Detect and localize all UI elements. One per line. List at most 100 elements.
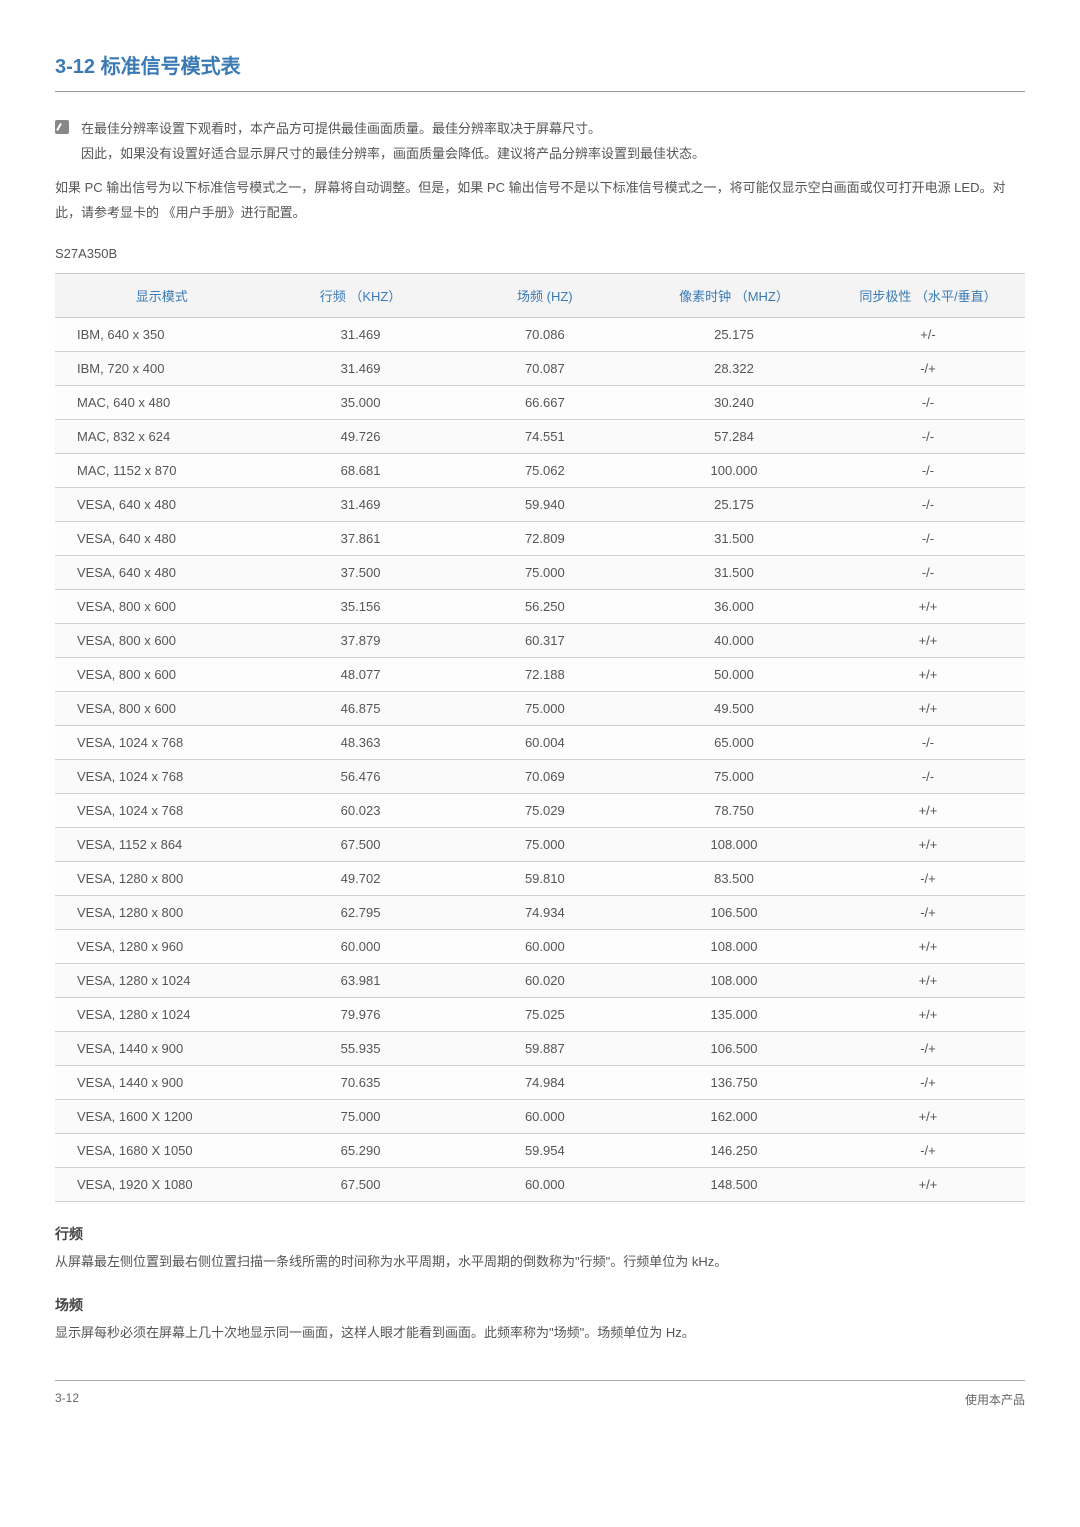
table-cell: 46.875 [268,691,452,725]
table-cell: VESA, 640 x 480 [55,521,268,555]
model-label: S27A350B [55,246,1025,261]
def-title-2: 场频 [55,1295,1025,1315]
footer-left: 3-12 [55,1391,79,1408]
table-row: VESA, 1024 x 76860.02375.02978.750+/+ [55,793,1025,827]
table-cell: VESA, 640 x 480 [55,555,268,589]
table-cell: +/+ [831,997,1025,1031]
table-cell: 75.000 [268,1099,452,1133]
table-cell: -/- [831,385,1025,419]
table-row: VESA, 640 x 48037.50075.00031.500-/- [55,555,1025,589]
table-cell: 67.500 [268,1167,452,1201]
table-row: MAC, 640 x 48035.00066.66730.240-/- [55,385,1025,419]
table-row: VESA, 1024 x 76848.36360.00465.000-/- [55,725,1025,759]
table-cell: 57.284 [637,419,831,453]
table-cell: +/+ [831,589,1025,623]
table-cell: 48.363 [268,725,452,759]
table-cell: 75.000 [637,759,831,793]
table-cell: -/- [831,487,1025,521]
table-cell: -/- [831,555,1025,589]
table-cell: -/+ [831,351,1025,385]
table-cell: 59.940 [453,487,637,521]
col-mode: 显示模式 [55,273,268,317]
table-cell: 100.000 [637,453,831,487]
table-cell: 60.000 [453,1099,637,1133]
table-cell: -/- [831,453,1025,487]
table-cell: +/+ [831,963,1025,997]
table-cell: 37.861 [268,521,452,555]
table-cell: 59.954 [453,1133,637,1167]
table-cell: +/- [831,317,1025,351]
table-cell: MAC, 640 x 480 [55,385,268,419]
table-cell: 25.175 [637,487,831,521]
table-row: VESA, 640 x 48037.86172.80931.500-/- [55,521,1025,555]
table-cell: 75.000 [453,827,637,861]
table-cell: +/+ [831,623,1025,657]
table-cell: 108.000 [637,929,831,963]
table-row: VESA, 1600 X 120075.00060.000162.000+/+ [55,1099,1025,1133]
table-cell: 60.020 [453,963,637,997]
table-cell: 59.810 [453,861,637,895]
table-cell: 70.069 [453,759,637,793]
table-cell: 162.000 [637,1099,831,1133]
signal-mode-table: 显示模式 行频 （KHZ） 场频 (HZ) 像素时钟 （MHZ） 同步极性 （水… [55,273,1025,1202]
note-icon [55,120,69,134]
table-cell: 72.809 [453,521,637,555]
table-row: MAC, 1152 x 87068.68175.062100.000-/- [55,453,1025,487]
col-vfreq: 场频 (HZ) [453,273,637,317]
table-cell: 31.500 [637,521,831,555]
table-cell: 37.879 [268,623,452,657]
table-cell: -/- [831,521,1025,555]
table-cell: 65.290 [268,1133,452,1167]
table-cell: VESA, 1024 x 768 [55,759,268,793]
page-footer: 3-12 使用本产品 [55,1380,1025,1408]
table-row: VESA, 1152 x 86467.50075.000108.000+/+ [55,827,1025,861]
table-cell: -/- [831,725,1025,759]
paragraph-1: 如果 PC 输出信号为以下标准信号模式之一，屏幕将自动调整。但是，如果 PC 输… [55,176,1025,225]
table-row: VESA, 1280 x 102479.97675.025135.000+/+ [55,997,1025,1031]
table-cell: 60.004 [453,725,637,759]
table-cell: 28.322 [637,351,831,385]
table-row: VESA, 800 x 60035.15656.25036.000+/+ [55,589,1025,623]
section-number: 3-12 [55,56,95,78]
table-cell: VESA, 1152 x 864 [55,827,268,861]
table-cell: 72.188 [453,657,637,691]
def-text-2: 显示屏每秒必须在屏幕上几十次地显示同一画面，这样人眼才能看到画面。此频率称为"场… [55,1321,1025,1344]
table-cell: 60.000 [453,1167,637,1201]
table-cell: 74.984 [453,1065,637,1099]
table-cell: -/- [831,419,1025,453]
table-cell: 75.000 [453,555,637,589]
table-cell: -/+ [831,895,1025,929]
col-pixclk: 像素时钟 （MHZ） [637,273,831,317]
table-cell: VESA, 800 x 600 [55,623,268,657]
table-cell: 74.551 [453,419,637,453]
def-title-1: 行频 [55,1224,1025,1244]
table-cell: 25.175 [637,317,831,351]
table-cell: 49.726 [268,419,452,453]
table-cell: IBM, 720 x 400 [55,351,268,385]
table-cell: 66.667 [453,385,637,419]
def-text-1: 从屏幕最左侧位置到最右侧位置扫描一条线所需的时间称为水平周期，水平周期的倒数称为… [55,1250,1025,1273]
table-cell: 63.981 [268,963,452,997]
table-cell: 48.077 [268,657,452,691]
table-cell: 40.000 [637,623,831,657]
table-cell: VESA, 1280 x 800 [55,861,268,895]
table-cell: -/+ [831,1031,1025,1065]
footer-right: 使用本产品 [965,1391,1025,1408]
table-cell: 60.000 [453,929,637,963]
table-cell: 62.795 [268,895,452,929]
table-cell: VESA, 1280 x 1024 [55,963,268,997]
table-cell: VESA, 1920 X 1080 [55,1167,268,1201]
table-row: VESA, 1920 X 108067.50060.000148.500+/+ [55,1167,1025,1201]
col-hfreq: 行频 （KHZ） [268,273,452,317]
table-row: VESA, 800 x 60037.87960.31740.000+/+ [55,623,1025,657]
table-row: VESA, 1024 x 76856.47670.06975.000-/- [55,759,1025,793]
note-block: 在最佳分辨率设置下观看时，本产品方可提供最佳画面质量。最佳分辨率取决于屏幕尺寸。… [55,117,1025,166]
table-cell: 30.240 [637,385,831,419]
table-cell: +/+ [831,929,1025,963]
table-row: VESA, 800 x 60048.07772.18850.000+/+ [55,657,1025,691]
table-cell: 49.500 [637,691,831,725]
table-cell: VESA, 800 x 600 [55,589,268,623]
table-cell: 148.500 [637,1167,831,1201]
table-cell: 70.086 [453,317,637,351]
table-cell: -/+ [831,1065,1025,1099]
